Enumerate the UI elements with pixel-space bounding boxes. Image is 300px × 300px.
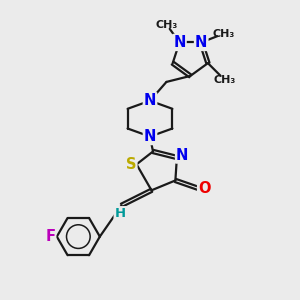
Text: N: N [173,35,186,50]
Text: O: O [198,181,211,196]
Text: S: S [126,157,136,172]
Text: CH₃: CH₃ [214,75,236,85]
Text: H: H [115,207,126,220]
Text: N: N [195,35,207,50]
Text: F: F [45,229,55,244]
Text: N: N [144,93,156,108]
Text: CH₃: CH₃ [156,20,178,30]
Text: N: N [144,129,156,144]
Text: CH₃: CH₃ [212,29,234,39]
Text: N: N [176,148,188,163]
